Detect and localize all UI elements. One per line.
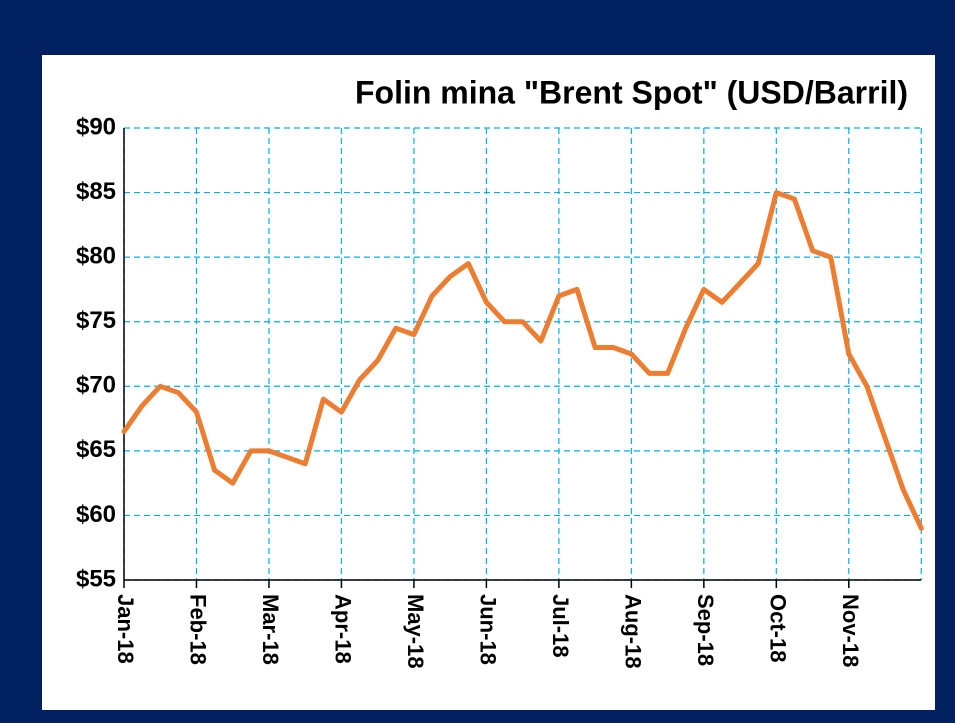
x-tick-label: Jan-18 [113,594,138,664]
x-tick-label: Apr-18 [331,594,356,664]
line-series [121,190,924,531]
x-tick-label: Mar-18 [258,594,283,665]
y-tick-label: $90 [76,113,116,140]
x-tick-label: Nov-18 [838,594,863,667]
x-tick-label: Oct-18 [766,594,791,662]
chart-area [42,55,935,710]
x-tick-label: Aug-18 [621,594,646,669]
x-tick-label: Jun-18 [476,594,501,665]
y-tick-label: $85 [76,178,116,205]
x-tick-label: Jul-18 [548,594,573,658]
y-tick-label: $65 [76,436,116,463]
x-tick-label: May-18 [403,594,428,669]
x-tick-label: Sep-18 [693,594,718,666]
y-tick-label: $60 [76,501,116,528]
y-tick-label: $80 [76,242,116,269]
chart-title: Folin mina "Brent Spot" (USD/Barril) [355,74,908,110]
y-tick-label: $70 [76,372,116,399]
y-tick-label: $75 [76,307,116,334]
y-tick-label: $55 [76,565,116,592]
x-tick-label: Feb-18 [186,594,211,665]
